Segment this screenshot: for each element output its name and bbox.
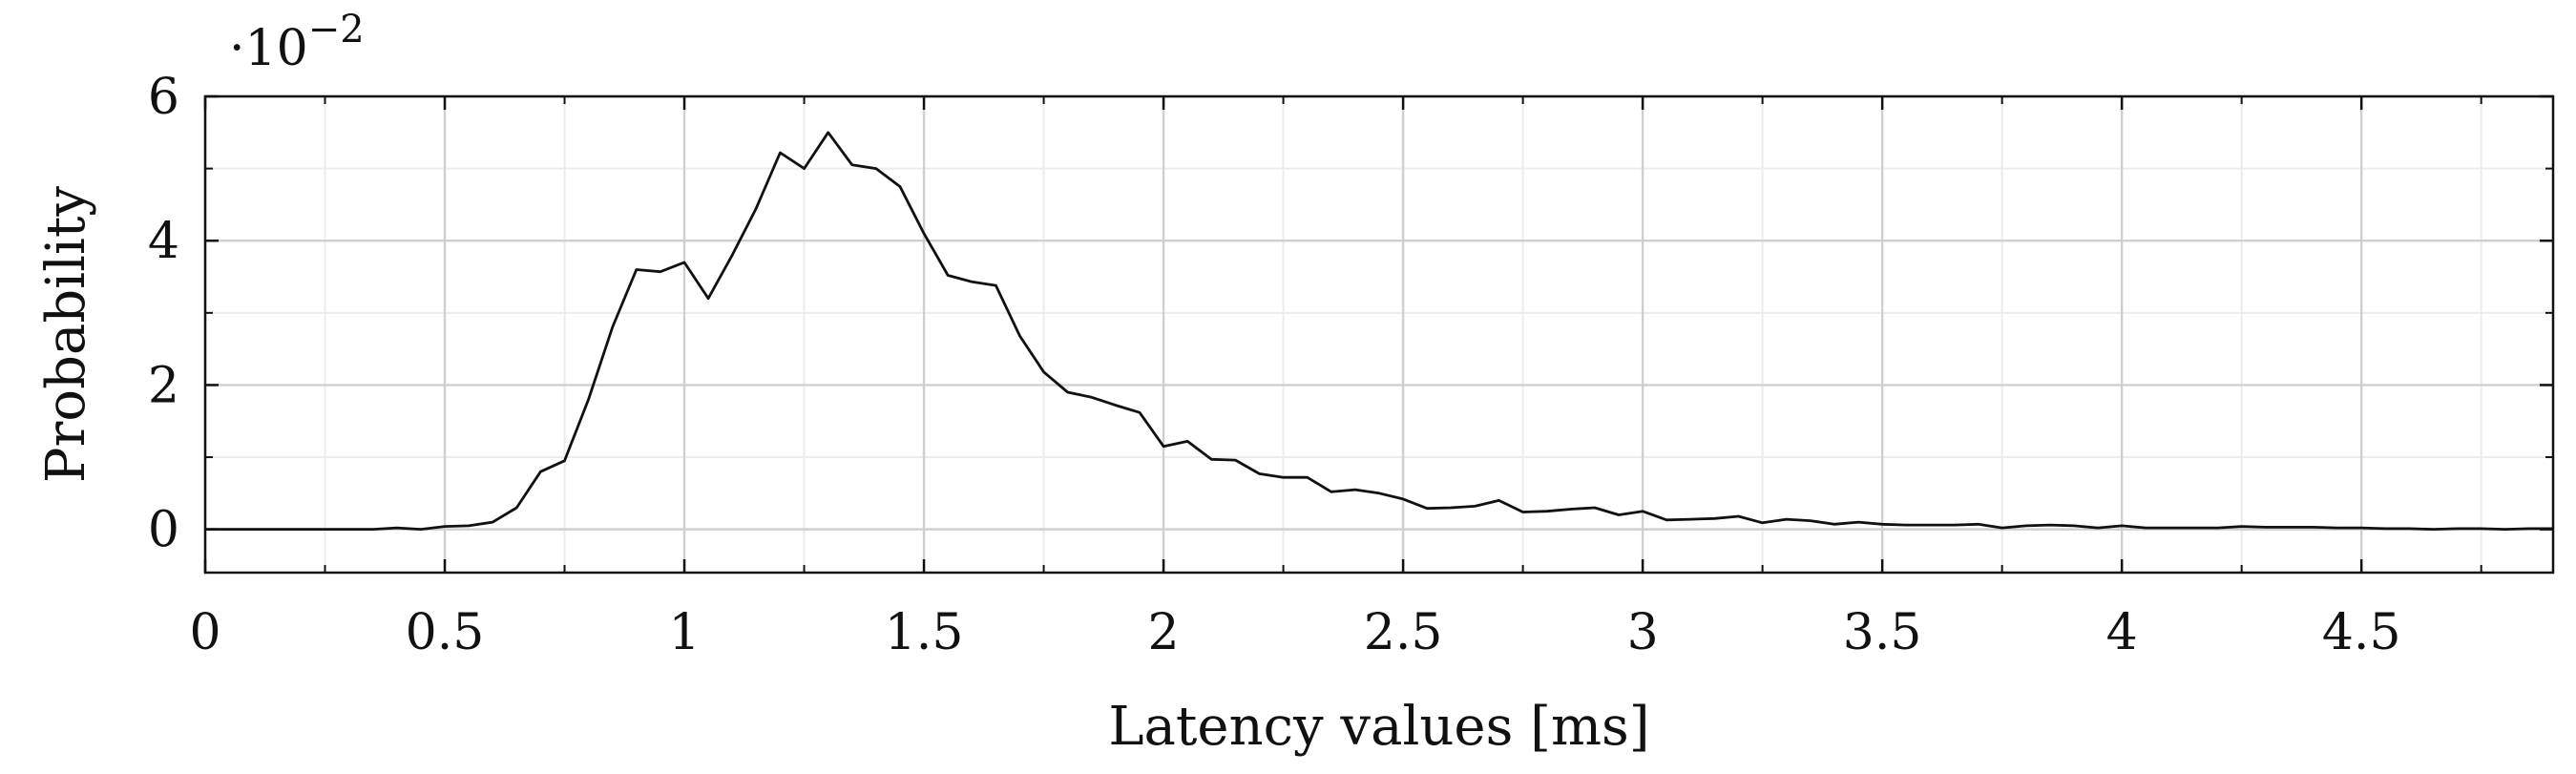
x-tick-label: 1.5 <box>885 604 964 661</box>
x-tick-label: 3.5 <box>1843 604 1922 661</box>
x-tick-label: 0.5 <box>406 604 485 661</box>
x-tick-label: 0 <box>189 604 220 661</box>
x-tick-label: 4.5 <box>2322 604 2401 661</box>
y-tick-label: 4 <box>148 213 179 270</box>
y-axis-multiplier: ·10−2 <box>229 8 365 77</box>
x-tick-label: 2 <box>1148 604 1180 661</box>
plot-frame <box>203 94 2555 575</box>
x-tick-label: 3 <box>1627 604 1659 661</box>
x-tick-label: 2.5 <box>1364 604 1443 661</box>
label-layer: 0 0.5 1 1.5 2 2.5 3 3.5 4 4.5 0 2 4 6 Latency values [… <box>35 8 2401 758</box>
y-tick-label: 0 <box>148 502 179 559</box>
y-multiplier-exponent: −2 <box>308 8 365 52</box>
y-tick-label: 2 <box>148 357 179 414</box>
y-axis-title: Probability <box>35 186 97 483</box>
grid-layer <box>203 94 2553 573</box>
y-tick-label: 6 <box>148 69 179 126</box>
y-multiplier-base: ·10 <box>229 20 308 77</box>
series-line-0 <box>205 131 2553 531</box>
x-axis-title: Latency values [ms] <box>1108 696 1649 758</box>
plot-border <box>203 94 2555 575</box>
x-tick-label: 4 <box>2106 604 2138 661</box>
series-layer <box>205 131 2553 531</box>
x-tick-label: 1 <box>668 604 700 661</box>
